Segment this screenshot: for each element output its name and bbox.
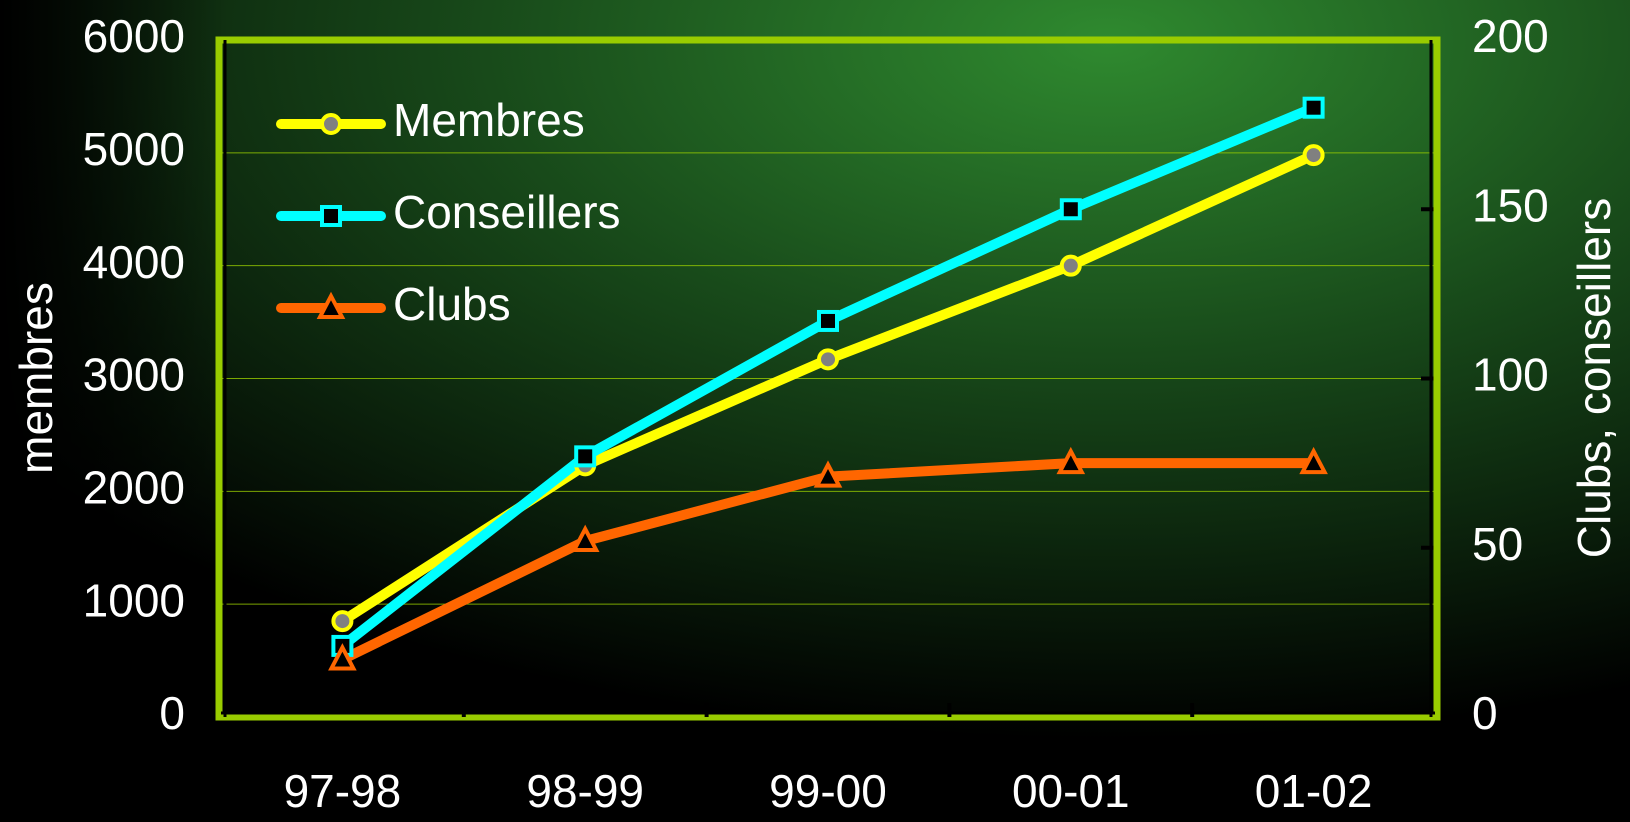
legend-label: Conseillers bbox=[393, 186, 621, 238]
data-point bbox=[813, 460, 843, 488]
data-point bbox=[331, 610, 354, 633]
x-tick-label: 99-00 bbox=[769, 765, 887, 817]
plot-frame bbox=[215, 36, 1441, 721]
legend-marker bbox=[316, 291, 346, 319]
y2-tick-label: 150 bbox=[1472, 179, 1549, 231]
y-tick-label: 5000 bbox=[83, 123, 185, 175]
x-tick-label: 97-98 bbox=[284, 765, 402, 817]
legend-label: Membres bbox=[393, 94, 585, 146]
y-tick-label: 4000 bbox=[83, 236, 185, 288]
y2-tick-label: 100 bbox=[1472, 349, 1549, 401]
y-tick-label: 3000 bbox=[83, 349, 185, 401]
y-tick-label: 0 bbox=[159, 687, 185, 739]
data-point bbox=[817, 348, 839, 371]
x-tick-label: 01-02 bbox=[1255, 765, 1373, 817]
y-axis-label: membres bbox=[10, 282, 62, 474]
y-tick-label: 1000 bbox=[83, 574, 185, 626]
data-point bbox=[328, 643, 357, 671]
x-tick-label: 00-01 bbox=[1012, 765, 1130, 817]
y2-axis-label: Clubs, conseillers bbox=[1568, 198, 1620, 558]
data-point bbox=[1059, 198, 1082, 221]
data-point bbox=[817, 309, 839, 332]
data-point bbox=[1302, 144, 1325, 167]
data-point bbox=[1299, 446, 1328, 475]
x-tick-label: 98-99 bbox=[526, 765, 644, 817]
legend-marker bbox=[320, 205, 342, 227]
y2-tick-label: 200 bbox=[1472, 10, 1549, 62]
y-tick-label: 6000 bbox=[83, 10, 185, 62]
data-point bbox=[570, 524, 600, 552]
data-point bbox=[1059, 254, 1082, 277]
data-point bbox=[1302, 96, 1325, 119]
y2-tick-label: 0 bbox=[1472, 687, 1498, 739]
y-tick-label: 2000 bbox=[83, 461, 185, 513]
legend-label: Clubs bbox=[393, 278, 511, 330]
data-point bbox=[574, 445, 597, 468]
data-point bbox=[1056, 446, 1086, 475]
legend-marker bbox=[320, 113, 342, 135]
y2-tick-label: 50 bbox=[1472, 518, 1523, 570]
